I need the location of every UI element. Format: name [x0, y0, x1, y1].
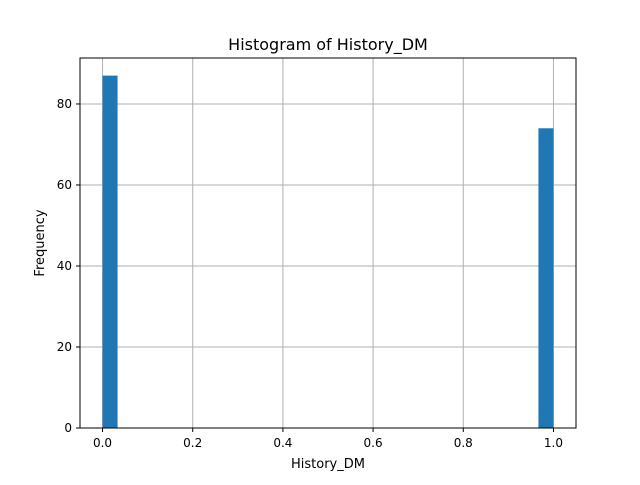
grid-lines	[80, 58, 576, 429]
x-axis-ticks: 0.0 0.2 0.4 0.6 0.8 1.0	[93, 428, 563, 450]
bars	[102, 75, 554, 428]
chart-title: Histogram of History_DM	[228, 35, 428, 55]
x-tick-label: 1.0	[544, 436, 563, 450]
y-axis-ticks: 0 20 40 60 80	[57, 97, 80, 435]
y-tick-label: 20	[57, 340, 72, 354]
x-axis-label: History_DM	[291, 457, 365, 472]
y-tick-label: 80	[57, 97, 72, 111]
x-tick-label: 0.4	[273, 436, 292, 450]
y-tick-label: 60	[57, 178, 72, 192]
y-axis-label: Frequency	[33, 209, 48, 276]
y-tick-label: 40	[57, 259, 72, 273]
y-tick-label: 0	[64, 421, 72, 435]
x-tick-label: 0.0	[93, 436, 112, 450]
histogram-bar	[102, 75, 118, 428]
x-tick-label: 0.6	[364, 436, 383, 450]
histogram-bar	[538, 128, 554, 428]
x-tick-label: 0.2	[183, 436, 202, 450]
x-tick-label: 0.8	[454, 436, 473, 450]
plot-frame	[79, 57, 577, 429]
